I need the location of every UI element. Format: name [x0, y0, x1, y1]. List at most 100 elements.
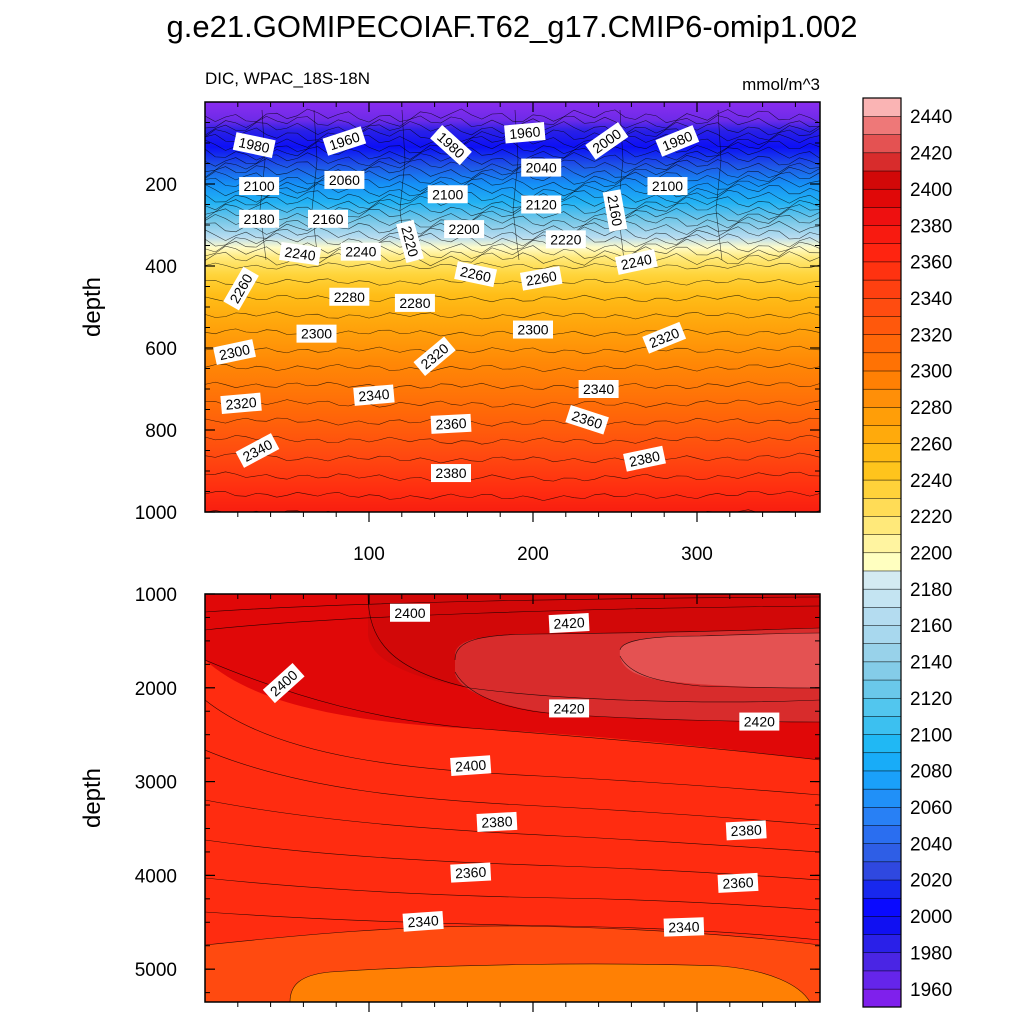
contour-label-text: 2300 [301, 326, 332, 342]
contour-label-box [521, 195, 562, 214]
contour-line [205, 294, 820, 303]
contour-label-text: 2400 [394, 605, 425, 621]
contour-label-text: 2060 [329, 172, 360, 188]
contour-line [205, 490, 820, 501]
colorbar-label: 1960 [910, 980, 952, 1001]
contour-label-text: 2340 [583, 381, 614, 397]
contour-label-box [548, 613, 590, 634]
colorbar-swatch [862, 225, 902, 244]
contour-line [205, 345, 820, 355]
contour-label-box [655, 125, 700, 157]
colorbar-swatch [862, 788, 902, 808]
contour-line [205, 749, 820, 826]
colorbar-label: 2240 [910, 471, 952, 492]
contour-label-text: 2380 [435, 465, 466, 481]
ytick-label: 1000 [135, 503, 177, 524]
contour-label: 2340 [663, 917, 705, 937]
contour-label-text: 2340 [358, 386, 391, 405]
contour-label-box [642, 321, 687, 354]
contour-label-text: 2260 [459, 263, 493, 285]
contour-line [619, 655, 820, 689]
contour-label-box [602, 189, 628, 232]
colorbar-label: 2080 [910, 762, 952, 783]
contour-label-text: 2340 [407, 912, 439, 930]
contour-label-text: 2420 [554, 700, 585, 716]
lower-panel: 1000 2000 3000 4000 5000 2400 2420 2400 2420 242… [79, 585, 821, 1012]
contour-label-text: 1980 [237, 134, 271, 156]
colorbar-swatch [862, 715, 902, 735]
contour-label: 2180 [239, 209, 280, 228]
contour-line [205, 278, 820, 286]
ytick-label: 5000 [135, 960, 177, 981]
contour-label-box [647, 177, 688, 196]
contour-label: 2040 [521, 158, 562, 177]
contour-label-text: 2160 [604, 194, 625, 228]
colorbar-swatch [862, 261, 902, 281]
colorbar-swatch [862, 334, 902, 354]
colorbar-label: 2360 [910, 253, 952, 274]
contour-line [205, 262, 820, 270]
contour-label: 2400 [390, 603, 430, 622]
contour-label-text: 2240 [619, 251, 653, 273]
colorbar-swatch [862, 370, 902, 390]
contour-line [454, 627, 820, 661]
contour-label-text: 2380 [730, 822, 762, 840]
contour-label-text: 2420 [744, 714, 775, 730]
contour-label-text: 2100 [244, 178, 275, 194]
units-label: mmol/m^3 [742, 75, 820, 94]
contour-label-box [725, 820, 767, 841]
contour-label-box [427, 185, 468, 204]
colorbar-swatch [862, 661, 902, 681]
contour-label-box [239, 209, 280, 228]
contour-label-box [430, 124, 472, 166]
contour-label: 1960 [504, 122, 546, 144]
colorbar-label: 2120 [910, 689, 952, 710]
contour-label: 2060 [324, 170, 365, 189]
contour-label-text: 2160 [312, 211, 343, 227]
contour-label: 2380 [431, 464, 471, 483]
ytick-label: 3000 [135, 773, 177, 794]
contour-line [205, 208, 820, 223]
contour-line [205, 164, 820, 180]
contour-label: 2100 [427, 185, 468, 204]
contour-label: 2300 [513, 320, 553, 339]
contour-label-box [519, 265, 563, 291]
contour-line [205, 152, 820, 167]
colorbar: 1960 1980 2000 2020 2040 2060 2080 2100 2120 2140… [862, 97, 952, 1008]
colorbar-swatch [862, 861, 902, 881]
ytick-label: 800 [145, 421, 177, 442]
colorbar-label: 2000 [910, 907, 952, 928]
colorbar-swatch [862, 752, 902, 772]
colorbar-label: 1980 [910, 944, 952, 965]
contour-line [205, 201, 820, 217]
colorbar-swatch [862, 734, 902, 754]
ytick-label: 400 [145, 257, 177, 278]
contour-line [715, 109, 723, 261]
contour-label: 2300 [296, 324, 337, 343]
contour-label-text: 2220 [398, 224, 422, 258]
colorbar-label: 2400 [910, 180, 952, 201]
colorbar-label: 2440 [910, 107, 952, 128]
contour-label: 2160 [602, 189, 628, 232]
colorbar-swatch [862, 115, 902, 135]
contour-label-box [454, 261, 498, 288]
colorbar-swatch [862, 534, 902, 554]
colorbar-swatch [862, 952, 902, 972]
contour-line [205, 108, 820, 124]
contour-label-box [663, 917, 705, 937]
colorbar-label: 2420 [910, 144, 952, 165]
contour-line [205, 528, 820, 538]
colorbar-swatch [862, 352, 902, 372]
contour-label-box [220, 392, 262, 415]
ytick-label: 4000 [135, 866, 177, 887]
colorbar-label: 2140 [910, 653, 952, 674]
contour-line [205, 659, 820, 761]
colorbar-swatch [862, 915, 902, 935]
contour-label: 2340 [402, 910, 444, 932]
xtick-label: 100 [353, 544, 385, 565]
colorbar-swatch [862, 897, 902, 917]
contour-label-box [623, 445, 666, 472]
contour-label: 2200 [444, 220, 485, 239]
contour-label-box [430, 413, 472, 434]
